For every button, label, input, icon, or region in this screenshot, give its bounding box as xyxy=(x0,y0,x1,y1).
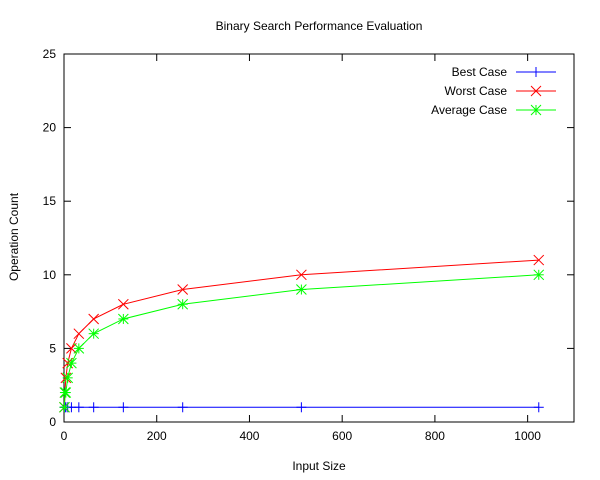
data-point-1 xyxy=(177,284,189,295)
y-tick-label: 15 xyxy=(43,194,57,208)
data-point-0 xyxy=(118,402,129,413)
legend-marker xyxy=(531,67,541,77)
series-line-2 xyxy=(63,274,539,408)
data-point-2 xyxy=(117,313,129,325)
data-point-0 xyxy=(73,402,84,413)
x-axis-title: Input Size xyxy=(292,459,346,473)
legend-label: Worst Case xyxy=(445,84,508,98)
data-point-2 xyxy=(60,387,72,398)
legend-label: Average Case xyxy=(431,103,507,117)
y-axis-title: Operation Count xyxy=(7,192,21,281)
x-tick-label: 800 xyxy=(425,429,445,443)
data-point-1 xyxy=(296,269,307,281)
y-tick-label: 25 xyxy=(43,47,57,61)
y-tick-label: 10 xyxy=(43,268,57,282)
x-tick-label: 400 xyxy=(239,429,259,443)
data-point-1 xyxy=(73,328,85,340)
x-tick-label: 200 xyxy=(147,429,167,443)
x-tick-label: 0 xyxy=(61,429,68,443)
legend-marker xyxy=(530,104,542,116)
legend-marker xyxy=(530,85,542,97)
data-point-2 xyxy=(177,298,189,310)
y-tick-label: 20 xyxy=(43,121,57,135)
x-tick-label: 600 xyxy=(332,429,352,443)
data-point-1 xyxy=(66,343,77,354)
plot-frame xyxy=(63,53,575,423)
data-point-0 xyxy=(88,402,99,413)
data-point-2 xyxy=(66,357,77,369)
series-line-1 xyxy=(63,259,539,408)
plot-area: 0 200 400 600 800 1000 0 5 10 15 20 25 Best Case Wors… xyxy=(43,47,575,443)
data-point-2 xyxy=(62,372,74,384)
data-point-2 xyxy=(533,269,545,281)
data-point-0 xyxy=(296,402,307,413)
data-point-2 xyxy=(73,343,85,354)
data-point-2 xyxy=(88,328,100,340)
y-tick-label: 0 xyxy=(49,415,56,429)
data-point-1 xyxy=(88,313,100,325)
x-tick-label: 1000 xyxy=(514,429,541,443)
data-point-1 xyxy=(533,254,545,266)
data-point-0 xyxy=(533,402,544,413)
chart-title: Binary Search Performance Evaluation xyxy=(216,19,423,33)
data-point-2 xyxy=(59,401,70,413)
data-point-0 xyxy=(177,402,188,413)
legend-label: Best Case xyxy=(452,65,508,79)
data-point-1 xyxy=(117,298,129,310)
data-point-2 xyxy=(296,284,307,295)
y-tick-label: 5 xyxy=(49,341,56,355)
